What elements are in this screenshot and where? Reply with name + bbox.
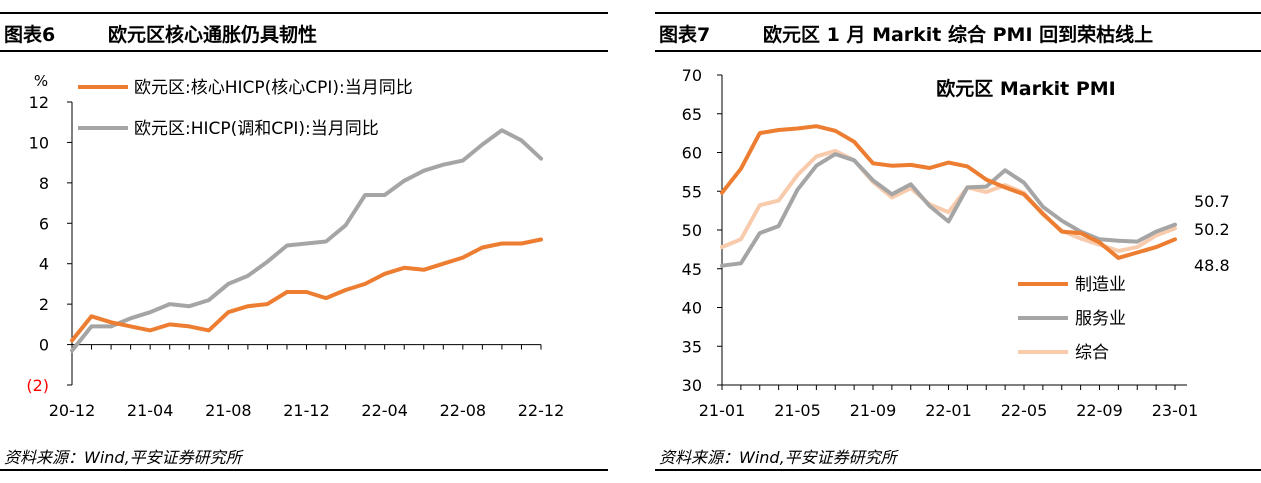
series-line-0 (70, 237, 543, 343)
x-tick-label: 22-08 (440, 401, 487, 420)
x-tick-label: 21-05 (774, 401, 821, 420)
figure-7-title: 欧元区 1 月 Markit 综合 PMI 回到荣枯线上 (763, 24, 1154, 46)
x-tick-label: 22-12 (518, 401, 565, 420)
y-tick-label: 55 (682, 182, 702, 201)
y-tick-label: 70 (682, 66, 702, 85)
chart-legend: 制造业 服务业 综合 (1018, 275, 1126, 363)
y-tick-label: 30 (682, 376, 702, 395)
series-lines (720, 124, 1177, 268)
chart-legend: 欧元区:核心HICP(核心CPI):当月同比 欧元区:HICP(调和CPI):当… (78, 78, 413, 139)
legend-label-manufacturing: 制造业 (1075, 275, 1126, 295)
x-tick-label: 22-01 (925, 401, 972, 420)
y-tick-label: 10 (29, 133, 49, 152)
x-tick-label: 21-08 (205, 401, 252, 420)
x-tick-label: 21-09 (850, 401, 897, 420)
y-tick-label: 8 (39, 174, 49, 193)
y-tick-label: (2) (26, 376, 49, 395)
x-tick-label: 21-04 (127, 401, 174, 420)
figure-7-number: 图表7 (659, 24, 711, 46)
end-label-services: 50.7 (1194, 192, 1230, 211)
x-tick-label: 21-01 (699, 401, 746, 420)
end-label-manufacturing: 48.8 (1194, 256, 1230, 275)
legend-label-hicp: 欧元区:HICP(调和CPI):当月同比 (134, 119, 379, 139)
x-tick-label: 22-05 (1001, 401, 1048, 420)
x-tick-label: 22-04 (361, 401, 408, 420)
legend-label-services: 服务业 (1075, 309, 1126, 329)
end-value-labels: 50.7 50.2 48.8 (1194, 192, 1230, 275)
y-tick-label: 45 (682, 260, 702, 279)
y-tick-label: 60 (682, 144, 702, 163)
y-tick-label: 40 (682, 299, 702, 318)
end-label-composite: 50.2 (1194, 220, 1230, 239)
figure-6-number: 图表6 (4, 24, 56, 46)
series-line-1 (70, 128, 543, 353)
figure-6-source: 资料来源：Wind,平安证券研究所 (4, 448, 242, 467)
figure-7-panel: 图表7 欧元区 1 月 Markit 综合 PMI 回到荣枯线上 欧元区 Mar… (655, 0, 1261, 483)
series-lines (70, 128, 543, 353)
x-axis-ticks: 20-12 21-04 21-08 21-12 22-04 22-08 22-12 (49, 344, 565, 420)
figure-7-bottom-rule (655, 469, 1261, 471)
x-tick-label: 23-01 (1152, 401, 1199, 420)
chart-inner-title: 欧元区 Markit PMI (936, 77, 1115, 100)
y-axis-ticks: 12 10 8 6 4 2 0 (2) (26, 93, 72, 395)
x-tick-label: 21-12 (283, 401, 330, 420)
figure-6-header: 图表6 欧元区核心通胀仍具韧性 (0, 12, 608, 52)
legend-label-core-hicp: 欧元区:核心HICP(核心CPI):当月同比 (134, 78, 413, 98)
y-tick-label: 6 (39, 214, 49, 233)
x-axis-ticks: 21-01 21-05 21-09 22-01 22-05 22-09 23-01 (699, 385, 1199, 420)
y-tick-label: 4 (39, 255, 49, 274)
x-tick-label: 22-09 (1076, 401, 1123, 420)
y-tick-label: 0 (39, 336, 49, 355)
series-line-1 (720, 152, 1177, 268)
legend-label-composite: 综合 (1075, 343, 1109, 363)
core-inflation-chart: % 12 10 8 6 4 2 0 (2) 20-12 21-04 21-08 21-12 22-04… (26, 72, 565, 420)
figure-7-header: 图表7 欧元区 1 月 Markit 综合 PMI 回到荣枯线上 (655, 12, 1261, 52)
y-axis-ticks: 70 65 60 55 50 45 40 35 30 (682, 66, 722, 395)
series-line-0 (720, 124, 1177, 260)
y-tick-label: 50 (682, 221, 702, 240)
x-tick-label: 20-12 (49, 401, 96, 420)
y-tick-label: 65 (682, 105, 702, 124)
y-tick-label: 35 (682, 337, 702, 356)
y-tick-label: 12 (29, 93, 49, 112)
y-tick-label: 2 (39, 295, 49, 314)
figure-7-source: 资料来源：Wind,平安证券研究所 (659, 448, 897, 467)
figure-6-title: 欧元区核心通胀仍具韧性 (108, 24, 318, 46)
figure-6-panel: 图表6 欧元区核心通胀仍具韧性 % 12 10 8 6 4 2 0 (2) 20-12 21-0… (0, 0, 608, 483)
figure-6-bottom-rule (0, 469, 608, 471)
y-axis-unit: % (34, 72, 48, 90)
